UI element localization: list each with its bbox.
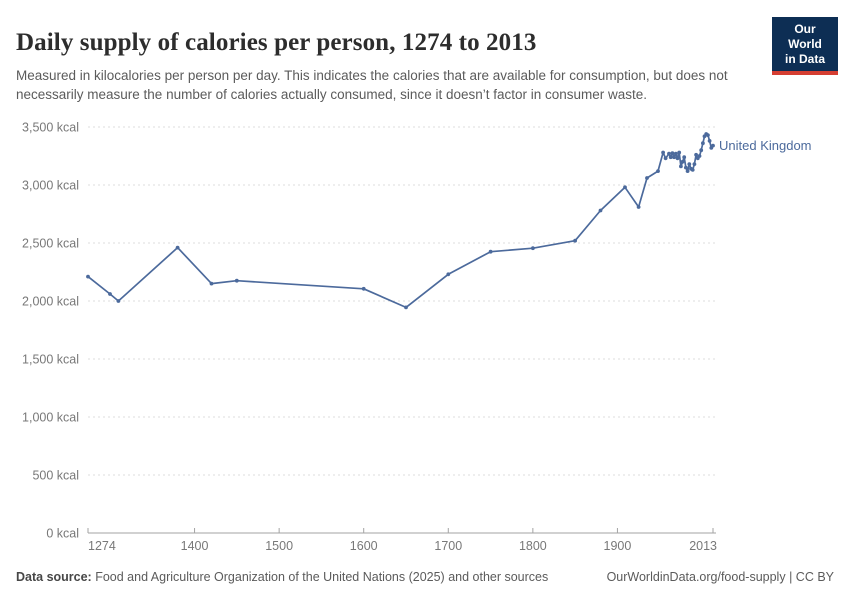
chart-title: Daily supply of calories per person, 127… xyxy=(16,28,537,56)
x-tick-label: 1800 xyxy=(519,539,547,553)
y-tick-label: 2,500 kcal xyxy=(22,237,79,251)
data-points xyxy=(86,132,715,310)
x-tick-label: 1274 xyxy=(88,539,116,553)
chart-subtitle: Measured in kilocalories per person per … xyxy=(16,67,728,102)
y-tick-label: 0 kcal xyxy=(46,527,79,541)
y-tick-label: 3,000 kcal xyxy=(22,179,79,193)
x-tick-label: 1500 xyxy=(265,539,293,553)
footer-separator: | xyxy=(785,570,796,584)
x-tick-label: 2013 xyxy=(689,539,717,553)
owid-logo-line2: in Data xyxy=(784,52,825,66)
footer-attribution: OurWorldinData.org/food-supply | CC BY xyxy=(607,570,834,584)
y-tick-label: 3,500 kcal xyxy=(22,121,79,135)
license-link[interactable]: CC BY xyxy=(795,570,834,584)
x-tick-label: 1600 xyxy=(350,539,378,553)
y-tick-label: 2,000 kcal xyxy=(22,295,79,309)
x-tick-label: 1400 xyxy=(181,539,209,553)
y-tick-label: 1,000 kcal xyxy=(22,411,79,425)
footer-data-source: Data source: Food and Agriculture Organi… xyxy=(16,570,548,584)
data-source-label: Data source: xyxy=(16,570,92,584)
entity-label: United Kingdom xyxy=(719,137,812,153)
x-tick-label: 1700 xyxy=(434,539,462,553)
owid-logo-line1: Our World xyxy=(788,22,822,51)
owid-article-link[interactable]: OurWorldinData.org/food-supply xyxy=(606,570,786,584)
y-tick-label: 1,500 kcal xyxy=(22,353,79,367)
data-source-text: Food and Agriculture Organization of the… xyxy=(91,570,549,584)
y-tick-label: 500 kcal xyxy=(32,469,79,483)
owid-logo[interactable]: Our World in Data xyxy=(772,17,838,75)
x-tick-label: 1900 xyxy=(604,539,632,553)
x-axis: 1274 1400 1500 1600 1700 1800 1900 2013 xyxy=(87,528,717,553)
uk-series-line xyxy=(87,133,714,309)
y-gridlines: 0 kcal 500 kcal 1,000 kcal 1,500 kcal 2,000 … xyxy=(22,121,716,541)
